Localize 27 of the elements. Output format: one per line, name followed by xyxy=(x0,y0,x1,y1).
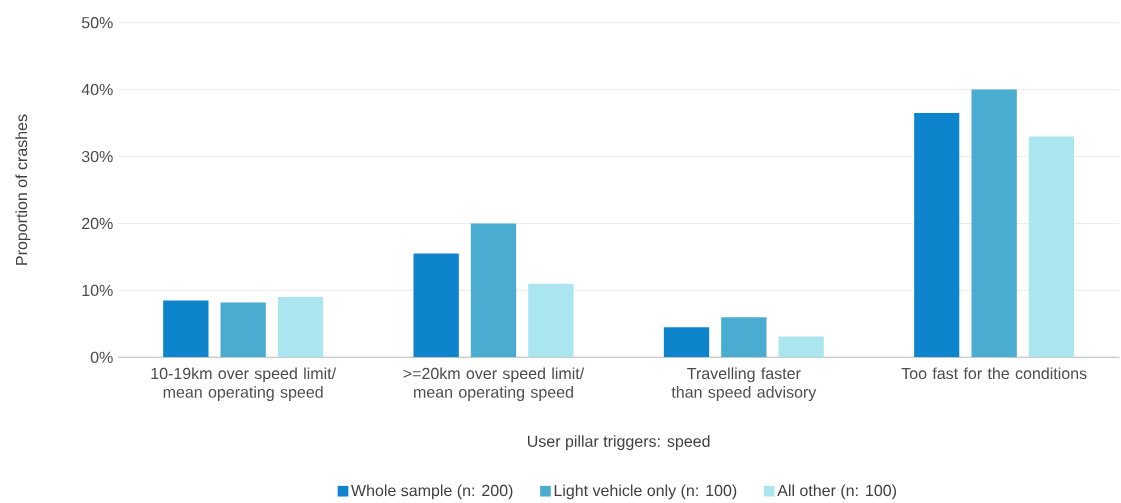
bar xyxy=(163,300,209,358)
bar xyxy=(277,296,324,358)
bar xyxy=(220,302,266,358)
y-axis-title: Proportion of crashes xyxy=(15,114,31,265)
legend-label: All other (n: 100) xyxy=(777,484,896,500)
y-tick-label: 30% xyxy=(81,150,113,163)
bar xyxy=(971,89,1017,358)
x-axis-title: User pillar triggers: speed xyxy=(528,435,710,450)
bar xyxy=(528,283,574,358)
x-tick-label: Travelling faster than speed advisory xyxy=(671,367,817,401)
y-tick-label: 50% xyxy=(81,16,113,29)
legend-label: Light vehicle only (n: 100) xyxy=(554,484,737,500)
bar xyxy=(413,253,459,358)
bar xyxy=(778,336,824,358)
y-tick-label: 10% xyxy=(82,284,113,296)
bar xyxy=(721,317,767,358)
x-tick-label: Too fast for the conditions xyxy=(901,367,1087,379)
x-tick-label: >=20km over speed limit/ mean operating speed xyxy=(403,367,585,401)
bar xyxy=(663,327,710,358)
y-tick-label: 40% xyxy=(81,83,113,96)
bar xyxy=(914,112,960,358)
x-tick-label: 10-19km over speed limit/ mean operating speed xyxy=(151,367,337,401)
legend-label: Whole sample (n: 200) xyxy=(351,484,513,500)
y-tick-label: 20% xyxy=(82,217,113,229)
bar xyxy=(470,223,517,358)
y-tick-label: 0% xyxy=(90,351,113,363)
bar xyxy=(1028,136,1075,358)
